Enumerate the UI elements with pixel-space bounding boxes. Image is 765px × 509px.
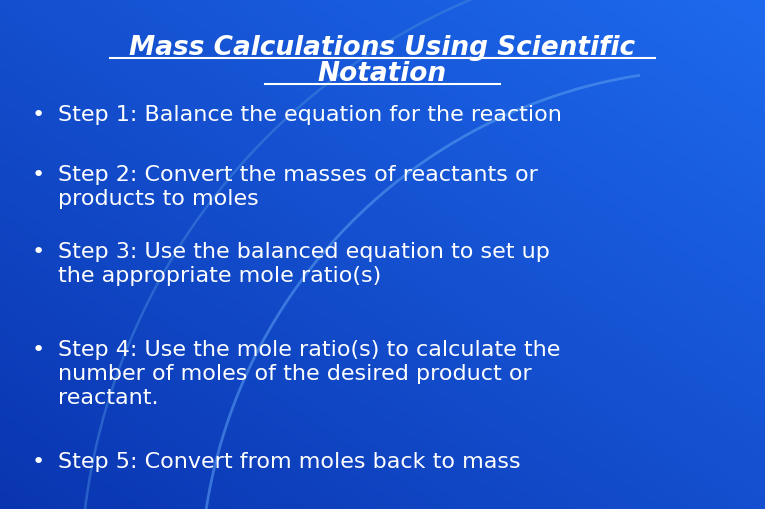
Text: Notation: Notation (317, 61, 447, 87)
Text: •: • (31, 340, 44, 359)
Text: Step 2: Convert the masses of reactants or
products to moles: Step 2: Convert the masses of reactants … (58, 165, 538, 209)
Text: Step 4: Use the mole ratio(s) to calculate the
number of moles of the desired pr: Step 4: Use the mole ratio(s) to calcula… (58, 340, 561, 407)
Text: •: • (31, 242, 44, 262)
Text: Step 5: Convert from moles back to mass: Step 5: Convert from moles back to mass (58, 451, 521, 471)
Text: Step 3: Use the balanced equation to set up
the appropriate mole ratio(s): Step 3: Use the balanced equation to set… (58, 242, 550, 286)
Text: •: • (31, 165, 44, 185)
Text: •: • (31, 105, 44, 125)
Text: Mass Calculations Using Scientific: Mass Calculations Using Scientific (129, 35, 635, 61)
Text: •: • (31, 451, 44, 471)
Text: Step 1: Balance the equation for the reaction: Step 1: Balance the equation for the rea… (58, 105, 562, 125)
